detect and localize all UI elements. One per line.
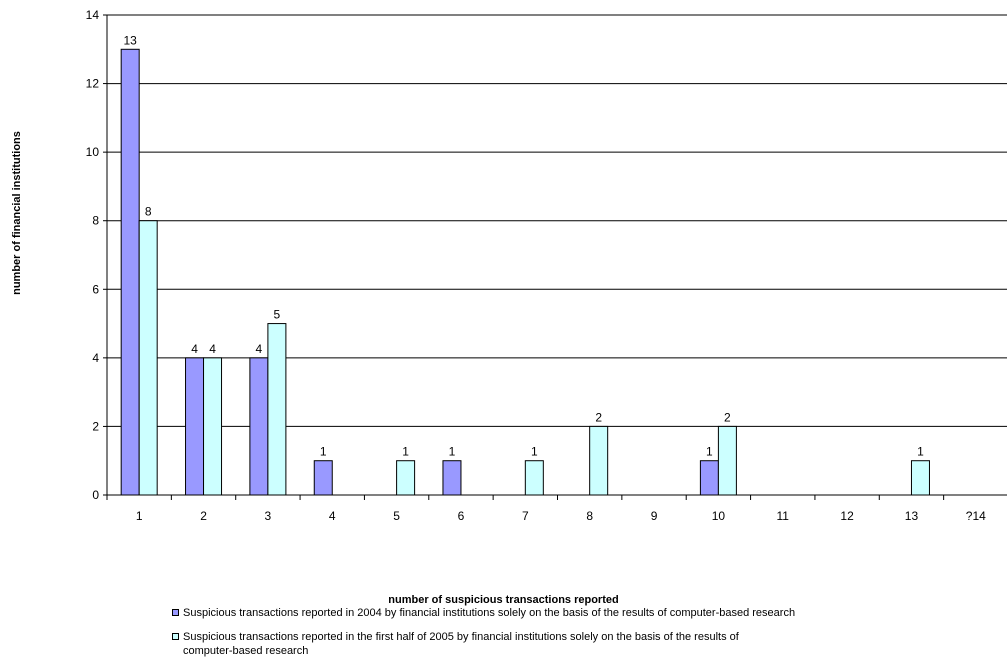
data-label: 4: [191, 342, 198, 356]
legend-label-2005: Suspicious transactions reported in the …: [183, 631, 739, 657]
x-tick-label: 5: [393, 509, 400, 523]
y-tick-label: 2: [92, 419, 99, 433]
x-tick-label: 6: [458, 509, 465, 523]
legend-item-2004: Suspicious transactions reported in 2004…: [172, 606, 972, 620]
x-tick-label: 10: [712, 509, 726, 523]
x-tick-label: 3: [265, 509, 272, 523]
bar-series-2: [524, 460, 544, 496]
data-label: 5: [274, 308, 281, 322]
bar-series-2: [589, 425, 609, 496]
data-label: 1: [706, 445, 713, 459]
data-label: 8: [145, 205, 152, 219]
y-tick-label: 4: [92, 351, 99, 365]
data-label: 1: [402, 445, 409, 459]
data-label: 2: [595, 410, 602, 424]
bar-series-1: [249, 357, 269, 496]
x-tick-label: 13: [905, 509, 919, 523]
x-tick-label: 7: [522, 509, 529, 523]
data-label: 2: [724, 410, 731, 424]
bar-series-1: [185, 357, 205, 496]
bar-series-2: [267, 323, 287, 496]
data-label: 1: [531, 445, 538, 459]
bar-series-1: [442, 460, 462, 496]
x-tick-label: ?14: [966, 509, 986, 523]
bar-series-2: [203, 357, 223, 496]
bar-series-2: [910, 460, 930, 496]
bar-series-1: [120, 48, 140, 496]
x-tick-label: 1: [136, 509, 143, 523]
data-label: 13: [123, 33, 137, 47]
legend: Suspicious transactions reported in 2004…: [172, 606, 972, 658]
x-tick-label: 8: [586, 509, 593, 523]
data-label: 4: [256, 342, 263, 356]
y-tick-label: 6: [92, 282, 99, 296]
y-tick-label: 8: [92, 214, 99, 228]
legend-swatch-2004: [172, 609, 179, 616]
bar-series-2: [138, 220, 158, 496]
bar-series-1: [313, 460, 333, 496]
data-label: 1: [917, 445, 924, 459]
data-label: 4: [209, 342, 216, 356]
x-tick-label: 11: [777, 509, 790, 523]
bar-series-1: [699, 460, 719, 496]
x-axis-title: number of suspicious transactions report…: [388, 594, 619, 606]
x-tick-label: 2: [200, 509, 207, 523]
legend-swatch-2005: [172, 633, 179, 640]
legend-label-2004: Suspicious transactions reported in 2004…: [183, 607, 796, 619]
legend-item-2005: Suspicious transactions reported in the …: [172, 630, 972, 658]
bar-series-2: [396, 460, 416, 496]
y-tick-label: 12: [86, 77, 100, 91]
bar-series-2: [717, 425, 737, 496]
y-axis-title: number of financial institutions: [8, 108, 26, 318]
data-label: 1: [449, 445, 456, 459]
x-tick-label: 4: [329, 509, 336, 523]
x-tick-label: 9: [651, 509, 658, 523]
y-axis-title-text: number of financial institutions: [11, 131, 23, 295]
y-tick-label: 0: [92, 488, 99, 502]
data-label: 1: [320, 445, 327, 459]
x-tick-label: 12: [840, 509, 854, 523]
y-tick-label: 10: [86, 145, 100, 159]
y-tick-label: 14: [86, 8, 100, 22]
